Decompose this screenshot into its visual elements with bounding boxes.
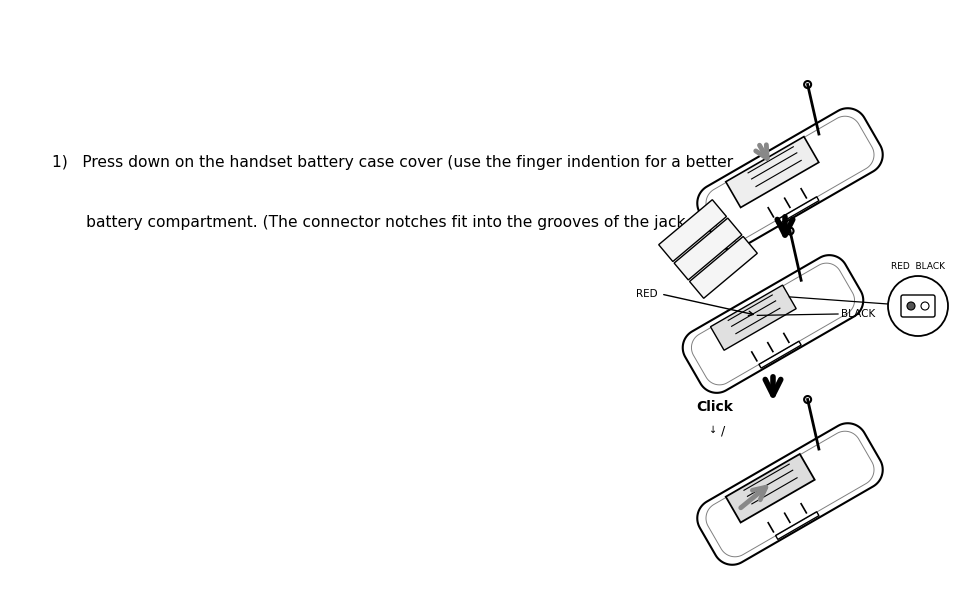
- Text: $\downarrow$: $\downarrow$: [706, 424, 717, 435]
- Circle shape: [906, 302, 914, 310]
- Text: /: /: [720, 424, 724, 437]
- Text: Click: Click: [696, 400, 733, 414]
- Polygon shape: [725, 136, 818, 208]
- Polygon shape: [674, 218, 741, 280]
- Polygon shape: [658, 200, 725, 261]
- Text: 1)   Press down on the handset battery case cover (use the finger indention for : 1) Press down on the handset battery cas…: [52, 155, 732, 170]
- Polygon shape: [697, 108, 882, 250]
- Polygon shape: [689, 236, 757, 298]
- Polygon shape: [697, 423, 882, 565]
- Polygon shape: [725, 454, 814, 523]
- Text: RED  BLACK: RED BLACK: [890, 262, 944, 271]
- Text: battery compartment. (The connector notches fit into the grooves of the jack onl: battery compartment. (The connector notc…: [52, 215, 722, 230]
- Polygon shape: [682, 255, 862, 393]
- Circle shape: [887, 276, 947, 336]
- Text: BLACK: BLACK: [841, 309, 874, 319]
- Text: RED: RED: [636, 289, 658, 299]
- Polygon shape: [710, 285, 796, 350]
